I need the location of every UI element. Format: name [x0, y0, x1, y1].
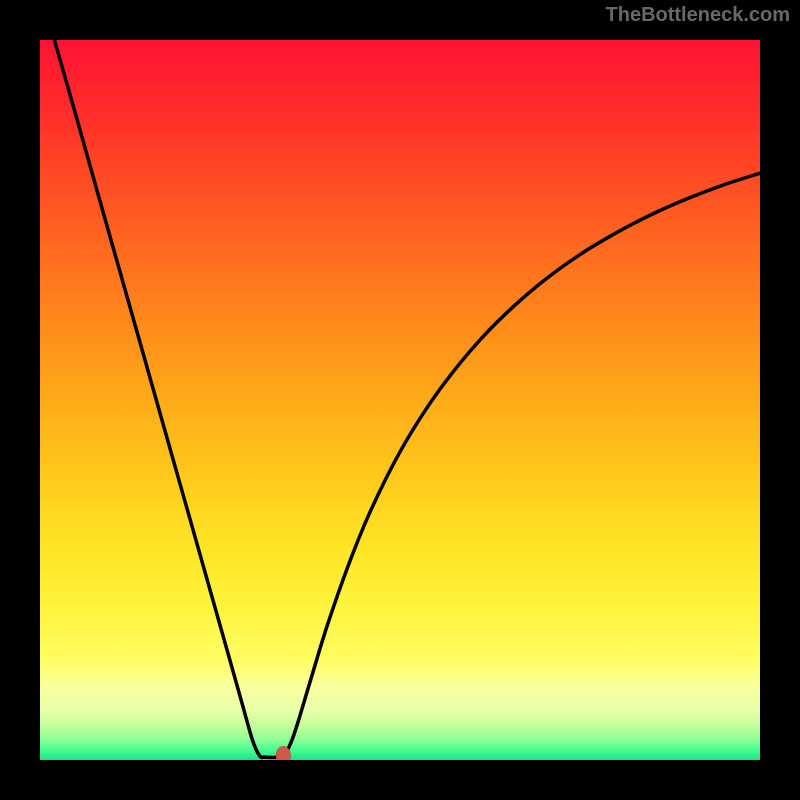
outer-border-fill — [0, 0, 20, 800]
outer-border-fill — [780, 0, 800, 800]
bottleneck-chart — [0, 0, 800, 800]
chart-container: TheBottleneck.com — [0, 0, 800, 800]
plot-background — [40, 40, 760, 760]
outer-border-fill — [0, 780, 800, 800]
watermark-text: TheBottleneck.com — [606, 4, 790, 27]
